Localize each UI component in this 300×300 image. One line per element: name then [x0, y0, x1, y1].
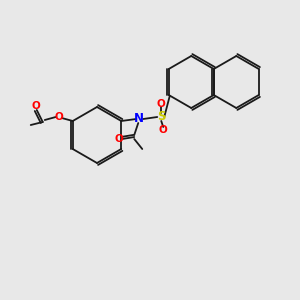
Text: O: O — [32, 101, 40, 111]
Text: O: O — [159, 125, 168, 135]
Text: N: N — [134, 112, 144, 125]
Text: O: O — [54, 112, 63, 122]
Text: O: O — [115, 134, 124, 144]
Text: S: S — [157, 110, 166, 124]
Text: O: O — [157, 99, 166, 109]
